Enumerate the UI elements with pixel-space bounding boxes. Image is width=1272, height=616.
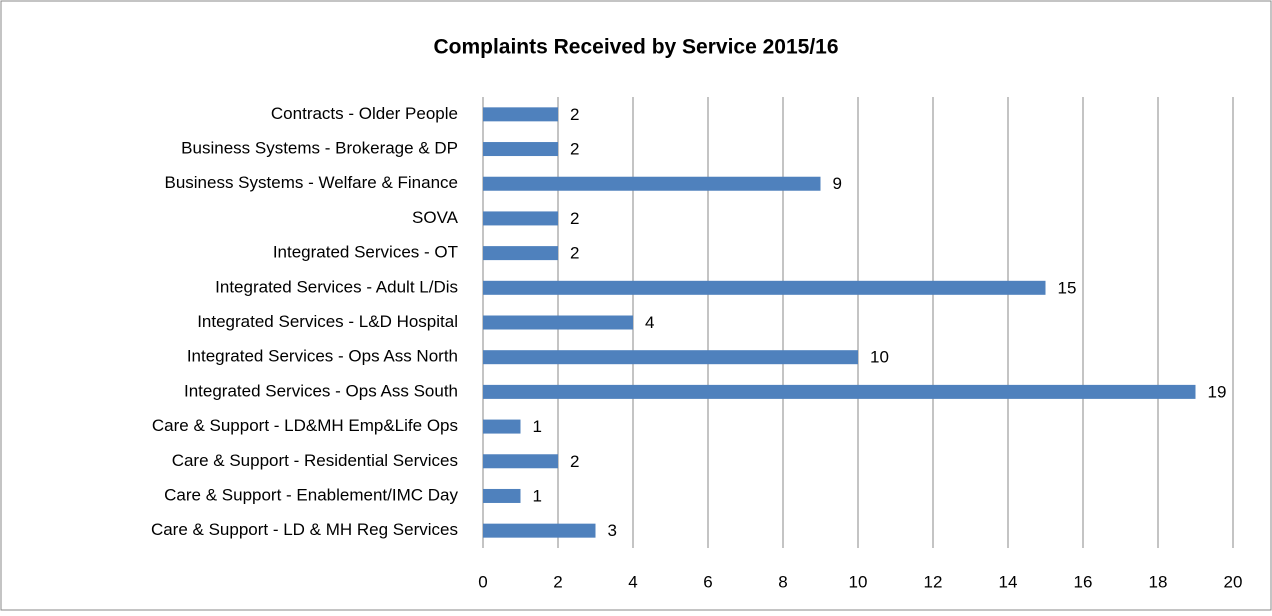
y-tick-label: Care & Support - Enablement/IMC Day	[164, 485, 458, 504]
y-tick-label: Care & Support - Residential Services	[172, 451, 458, 470]
bar	[483, 454, 558, 469]
data-label: 10	[870, 348, 889, 367]
bar	[483, 523, 596, 538]
data-label: 2	[570, 244, 579, 263]
y-tick-label: Integrated Services - Adult L/Dis	[215, 277, 458, 296]
data-label: 3	[608, 521, 617, 540]
bar	[483, 142, 558, 157]
y-tick-label: Business Systems - Welfare & Finance	[164, 173, 458, 192]
x-tick-label: 6	[703, 572, 712, 591]
data-label: 4	[645, 313, 654, 332]
x-tick-label: 12	[924, 572, 943, 591]
bar	[483, 315, 633, 330]
x-tick-label: 20	[1224, 572, 1243, 591]
data-label: 2	[570, 452, 579, 471]
bar	[483, 246, 558, 261]
data-label: 2	[570, 140, 579, 159]
y-tick-label: Integrated Services - Ops Ass South	[184, 381, 458, 400]
y-tick-label: Integrated Services - OT	[273, 243, 458, 262]
data-label: 19	[1208, 382, 1227, 401]
x-tick-label: 8	[778, 572, 787, 591]
bar	[483, 350, 858, 365]
y-tick-label: Business Systems - Brokerage & DP	[181, 139, 458, 158]
data-label: 15	[1058, 278, 1077, 297]
x-tick-label: 4	[628, 572, 637, 591]
x-tick-label: 18	[1149, 572, 1168, 591]
chart-title: Complaints Received by Service 2015/16	[433, 36, 838, 59]
bar	[483, 488, 521, 503]
x-tick-label: 14	[999, 572, 1018, 591]
x-tick-label: 2	[553, 572, 562, 591]
x-tick-label: 10	[849, 572, 868, 591]
y-tick-label: Integrated Services - L&D Hospital	[197, 312, 458, 331]
y-tick-label: Contracts - Older People	[271, 104, 458, 123]
data-label: 9	[833, 174, 842, 193]
bar	[483, 419, 521, 434]
y-tick-label: Care & Support - LD & MH Reg Services	[151, 520, 458, 539]
x-tick-label: 16	[1074, 572, 1093, 591]
bar	[483, 107, 558, 122]
data-label: 1	[533, 417, 542, 436]
bar	[483, 384, 1196, 399]
bar	[483, 211, 558, 226]
bar	[483, 280, 1046, 295]
y-tick-label: Integrated Services - Ops Ass North	[187, 347, 458, 366]
y-tick-label: Care & Support - LD&MH Emp&Life Ops	[152, 416, 458, 435]
x-tick-label: 0	[478, 572, 487, 591]
bar	[483, 176, 821, 191]
data-label: 1	[533, 486, 542, 505]
data-label: 2	[570, 105, 579, 124]
data-label: 2	[570, 209, 579, 228]
y-tick-label: SOVA	[412, 208, 459, 227]
